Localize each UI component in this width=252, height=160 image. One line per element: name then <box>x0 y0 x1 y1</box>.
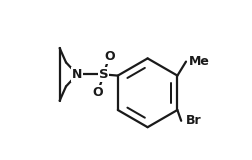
Text: Br: Br <box>186 114 202 127</box>
Text: N: N <box>72 68 82 81</box>
Text: S: S <box>99 68 108 81</box>
Text: Me: Me <box>189 55 210 68</box>
Text: O: O <box>104 50 114 63</box>
Text: O: O <box>93 85 103 99</box>
